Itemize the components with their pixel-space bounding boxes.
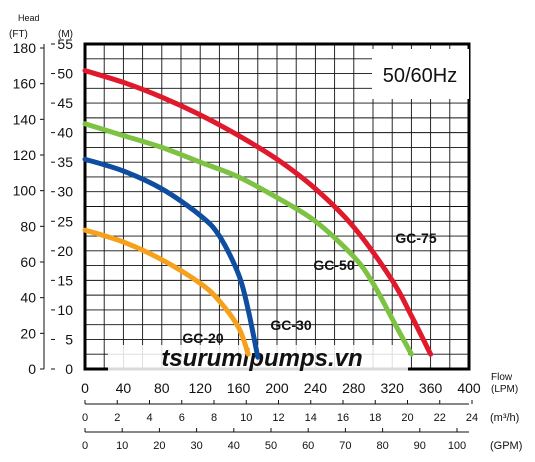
lpm-tick-label: 160 [227, 380, 251, 396]
series-line-gc-50 [82, 121, 414, 357]
m-tick-label: 15 [57, 272, 73, 288]
gpm-tick-label: 100 [448, 440, 466, 452]
m-tick-label: 45 [57, 95, 73, 111]
ft-tick-label: 100 [13, 183, 37, 199]
lpm-tick-label: 80 [154, 380, 170, 396]
m-tick-label: 20 [57, 243, 73, 259]
m-tick-label: 55 [57, 36, 73, 52]
lpm-tick-label: 320 [381, 380, 405, 396]
m-tick-label: 35 [57, 154, 73, 170]
gpm-tick-label: 60 [302, 440, 314, 452]
lpm-tick-label: 400 [457, 380, 481, 396]
ft-tick-label: 0 [28, 361, 36, 377]
m3h-tick-label: 20 [401, 412, 413, 424]
gpm-tick-label: 50 [265, 440, 277, 452]
frequency-annotation: 50/60Hz [383, 65, 458, 87]
m-tick-label: 10 [57, 302, 73, 318]
gpm-tick-label: 20 [153, 440, 165, 452]
y-axis-unit-m: (M) [58, 29, 73, 40]
gpm-unit: (GPM) [490, 440, 522, 452]
x-axis-title: Flow [491, 372, 513, 383]
m3h-tick-label: 14 [305, 412, 317, 424]
y-axis-title: Head [18, 13, 40, 23]
series-line-gc-75 [82, 68, 434, 357]
gpm-tick-label: 0 [82, 440, 88, 452]
lpm-tick-label: 0 [81, 380, 89, 396]
ft-tick-label: 180 [13, 40, 37, 56]
m-tick-label: 25 [57, 213, 73, 229]
m-tick-label: 40 [57, 125, 73, 141]
lpm-tick-label: 120 [189, 380, 213, 396]
series-label-gc-30: GC-30 [270, 317, 311, 333]
series-label-gc-50: GC-50 [313, 257, 354, 273]
lpm-tick-label: 240 [304, 380, 328, 396]
ft-tick-label: 160 [13, 76, 37, 92]
lpm-tick-label: 360 [419, 380, 443, 396]
ft-tick-label: 120 [13, 147, 37, 163]
series-label-gc-75: GC-75 [395, 230, 436, 246]
m3h-tick-label: 4 [146, 412, 152, 424]
gpm-tick-label: 80 [376, 440, 388, 452]
m3h-tick-label: 24 [466, 412, 478, 424]
watermark-text: tsurumipumps.vn [161, 345, 362, 372]
m3h-tick-label: 2 [114, 412, 120, 424]
gpm-tick-label: 90 [414, 440, 426, 452]
m3h-tick-label: 18 [369, 412, 381, 424]
m3h-tick-label: 6 [179, 412, 185, 424]
m3h-tick-label: 8 [211, 412, 217, 424]
series-label-gc-20: GC-20 [182, 330, 223, 346]
m3h-unit: (m³/h) [490, 412, 519, 424]
ft-tick-label: 140 [13, 111, 37, 127]
gpm-tick-label: 30 [190, 440, 202, 452]
ft-tick-label: 20 [20, 325, 36, 341]
m3h-tick-label: 0 [82, 412, 88, 424]
y-axis-unit-ft: (FT) [9, 29, 28, 40]
lpm-unit: (LPM) [491, 384, 518, 395]
m-tick-label: 5 [65, 331, 73, 347]
ft-tick-label: 60 [20, 254, 36, 270]
m3h-tick-label: 12 [272, 412, 284, 424]
series-line-gc-30 [82, 156, 261, 360]
m3h-tick-label: 16 [337, 412, 349, 424]
gpm-tick-label: 70 [339, 440, 351, 452]
series-line-gc-20 [82, 227, 251, 357]
ft-tick-label: 80 [20, 218, 36, 234]
lpm-tick-label: 200 [265, 380, 289, 396]
gpm-tick-label: 40 [228, 440, 240, 452]
lpm-tick-label: 280 [342, 380, 366, 396]
m3h-tick-label: 10 [240, 412, 252, 424]
ft-tick-label: 40 [20, 290, 36, 306]
m-tick-label: 0 [65, 361, 73, 377]
m-tick-label: 30 [57, 184, 73, 200]
annotation-box [372, 49, 469, 99]
lpm-tick-label: 40 [116, 380, 132, 396]
gpm-tick-label: 10 [116, 440, 128, 452]
m-tick-label: 50 [57, 66, 73, 82]
m3h-tick-label: 22 [434, 412, 446, 424]
